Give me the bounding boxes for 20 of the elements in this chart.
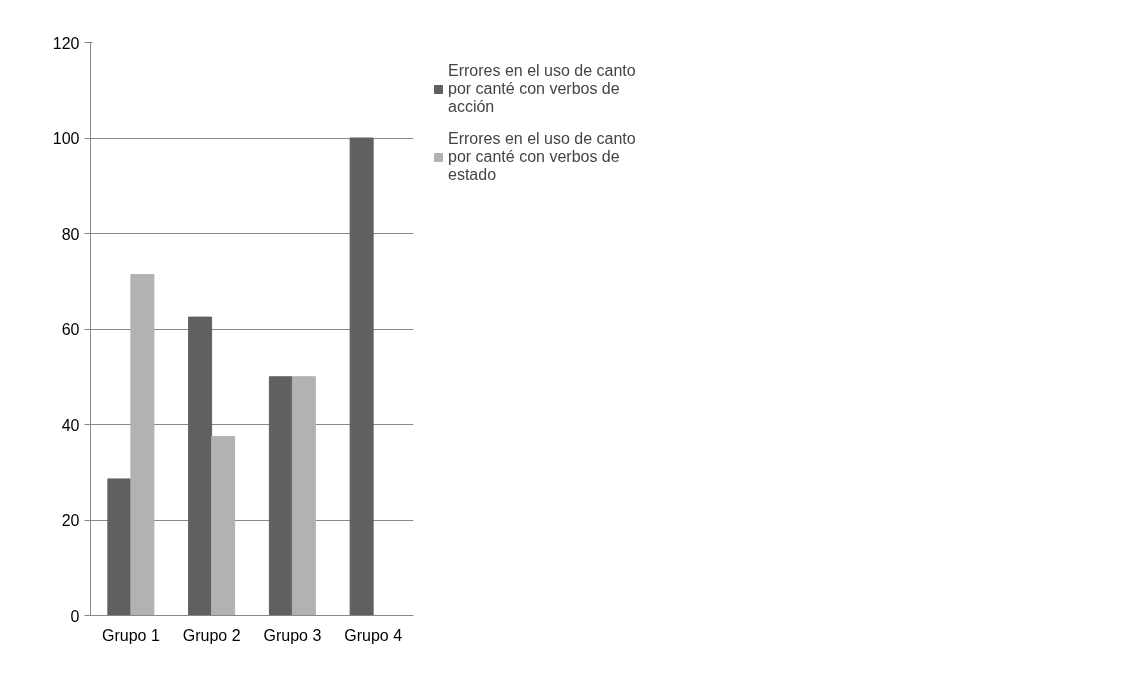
bar — [107, 478, 132, 616]
bar — [130, 274, 155, 616]
y-tick-label: 60 — [61, 321, 80, 338]
x-tick-label: Grupo 2 — [182, 626, 241, 644]
bar — [349, 137, 374, 616]
x-tick-label: Grupo 3 — [263, 626, 322, 644]
y-tick-label: 0 — [70, 607, 80, 625]
y-tick-label: 20 — [61, 512, 80, 529]
y-tick-label: 100 — [52, 130, 80, 147]
bar — [211, 435, 236, 616]
legend-label: Errores en el uso de canto por canté con verbos de estado — [448, 130, 636, 184]
y-tick-label: 120 — [52, 34, 80, 52]
x-tick-label: Grupo 4 — [344, 626, 403, 644]
y-tick-label: 80 — [61, 225, 80, 243]
bar — [188, 316, 213, 616]
bar — [268, 376, 293, 616]
x-tick-label: Grupo 1 — [101, 626, 160, 644]
legend-label: Errores en el uso de canto por canté con verbos de acción — [448, 62, 636, 116]
bar — [291, 376, 316, 616]
y-tick-label: 40 — [61, 416, 80, 434]
